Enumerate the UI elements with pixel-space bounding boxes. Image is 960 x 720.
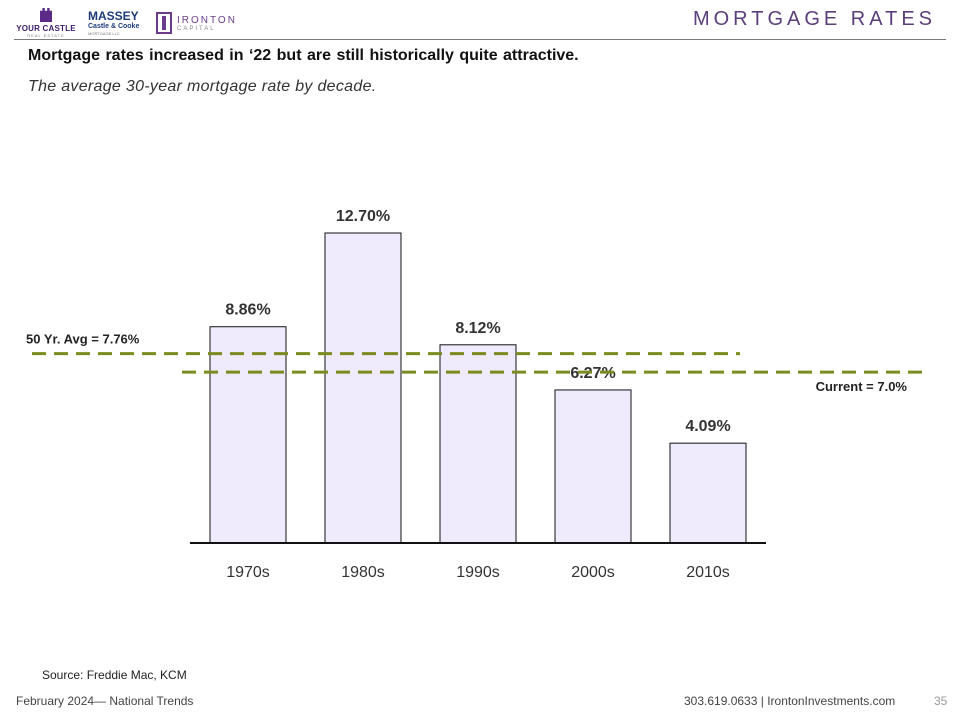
x-tick-label-1990s: 1990s [456, 564, 500, 581]
page-number: 35 [934, 694, 948, 708]
massey-line2: Castle & Cooke [88, 23, 140, 30]
ironton-logo: IRONTON CAPITAL [156, 12, 237, 34]
x-tick-label-1970s: 1970s [226, 564, 270, 581]
value-label-2000s: 6.27% [570, 365, 615, 382]
massey-logo: MASSEY Castle & Cooke MORTGAGE LLC [88, 10, 148, 36]
x-tick-label-2010s: 2010s [686, 564, 730, 581]
x-tick-label-1980s: 1980s [341, 564, 385, 581]
your-castle-name: YOUR CASTLE [16, 24, 76, 33]
bar-1990s [439, 344, 517, 544]
ironton-line1: IRONTON [177, 14, 237, 26]
bar-1970s [209, 326, 287, 544]
ironton-line2: CAPITAL [177, 25, 216, 32]
avg-reference-label: 50 Yr. Avg = 7.76% [26, 332, 140, 347]
your-castle-logo: YOUR CASTLE REAL ESTATE [12, 8, 80, 38]
footer-date: February 2024— National Trends [16, 694, 194, 708]
value-label-1970s: 8.86% [225, 302, 270, 319]
bar-2010s [669, 442, 747, 544]
castle-icon [40, 8, 52, 22]
source-note: Source: Freddie Mac, KCM [42, 668, 187, 682]
subtitle: The average 30-year mortgage rate by dec… [28, 78, 377, 95]
value-label-1990s: 8.12% [455, 320, 500, 337]
bar-2000s [554, 389, 632, 544]
headline: Mortgage rates increased in ‘22 but are … [28, 47, 579, 64]
logo-strip: YOUR CASTLE REAL ESTATE MASSEY Castle & … [12, 6, 237, 40]
x-tick-label-2000s: 2000s [571, 564, 615, 581]
bar-1980s [324, 232, 402, 544]
footer-contact: 303.619.0633 | IrontonInvestments.com [684, 694, 896, 708]
value-label-1980s: 12.70% [336, 208, 390, 225]
current-reference-label: Current = 7.0% [816, 379, 908, 394]
value-label-2010s: 4.09% [685, 418, 730, 435]
massey-line3: MORTGAGE LLC [88, 31, 120, 36]
massey-line1: MASSEY [88, 9, 139, 23]
header-divider [14, 39, 946, 40]
page-title: MORTGAGE RATES [692, 8, 936, 30]
your-castle-sub: REAL ESTATE [27, 33, 65, 38]
ironton-mark-icon [156, 12, 172, 34]
